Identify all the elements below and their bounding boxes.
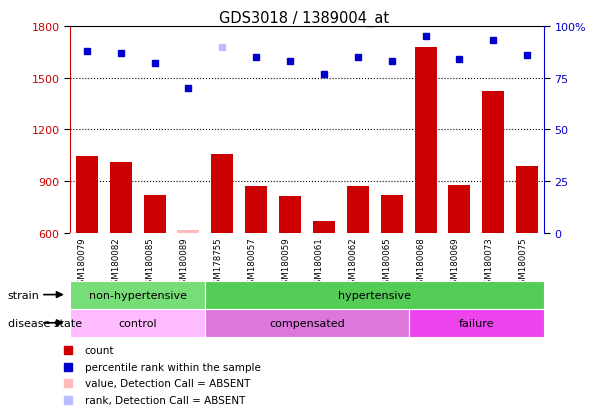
Bar bbox=[143, 195, 165, 233]
Text: GSM180079: GSM180079 bbox=[78, 237, 87, 290]
Text: GSM180061: GSM180061 bbox=[315, 237, 324, 290]
Text: disease state: disease state bbox=[8, 318, 82, 328]
Bar bbox=[212, 154, 233, 233]
Bar bbox=[409, 309, 544, 337]
Bar bbox=[70, 281, 206, 309]
Bar bbox=[178, 231, 199, 233]
Text: hypertensive: hypertensive bbox=[338, 290, 411, 300]
Text: GSM180073: GSM180073 bbox=[485, 237, 493, 290]
Text: rank, Detection Call = ABSENT: rank, Detection Call = ABSENT bbox=[85, 395, 245, 405]
Bar bbox=[76, 157, 98, 233]
Text: compensated: compensated bbox=[269, 318, 345, 328]
Bar bbox=[206, 281, 544, 309]
Bar bbox=[516, 166, 538, 233]
Text: control: control bbox=[119, 318, 157, 328]
Bar bbox=[415, 47, 437, 233]
Bar bbox=[206, 309, 409, 337]
Text: GSM178755: GSM178755 bbox=[213, 237, 223, 290]
Bar bbox=[313, 221, 335, 233]
Text: GSM180057: GSM180057 bbox=[247, 237, 256, 290]
Bar bbox=[449, 185, 471, 233]
Bar bbox=[482, 92, 505, 233]
Text: non-hypertensive: non-hypertensive bbox=[89, 290, 187, 300]
Text: GSM180062: GSM180062 bbox=[349, 237, 358, 290]
Text: GDS3018 / 1389004_at: GDS3018 / 1389004_at bbox=[219, 10, 389, 26]
Bar bbox=[279, 196, 301, 233]
Text: percentile rank within the sample: percentile rank within the sample bbox=[85, 362, 261, 372]
Text: GSM180059: GSM180059 bbox=[281, 237, 290, 290]
Text: GSM180065: GSM180065 bbox=[382, 237, 392, 290]
Text: strain: strain bbox=[8, 290, 40, 300]
Bar bbox=[109, 163, 132, 233]
Text: GSM180068: GSM180068 bbox=[416, 237, 426, 290]
Text: GSM180082: GSM180082 bbox=[112, 237, 121, 290]
Bar bbox=[347, 187, 369, 233]
Bar bbox=[70, 309, 206, 337]
Text: GSM180085: GSM180085 bbox=[145, 237, 154, 290]
Text: GSM180075: GSM180075 bbox=[518, 237, 527, 290]
Bar bbox=[381, 195, 402, 233]
Text: GSM180069: GSM180069 bbox=[451, 237, 460, 290]
Text: value, Detection Call = ABSENT: value, Detection Call = ABSENT bbox=[85, 378, 250, 388]
Text: failure: failure bbox=[458, 318, 494, 328]
Text: count: count bbox=[85, 346, 114, 356]
Bar bbox=[245, 187, 268, 233]
Text: GSM180089: GSM180089 bbox=[179, 237, 188, 290]
